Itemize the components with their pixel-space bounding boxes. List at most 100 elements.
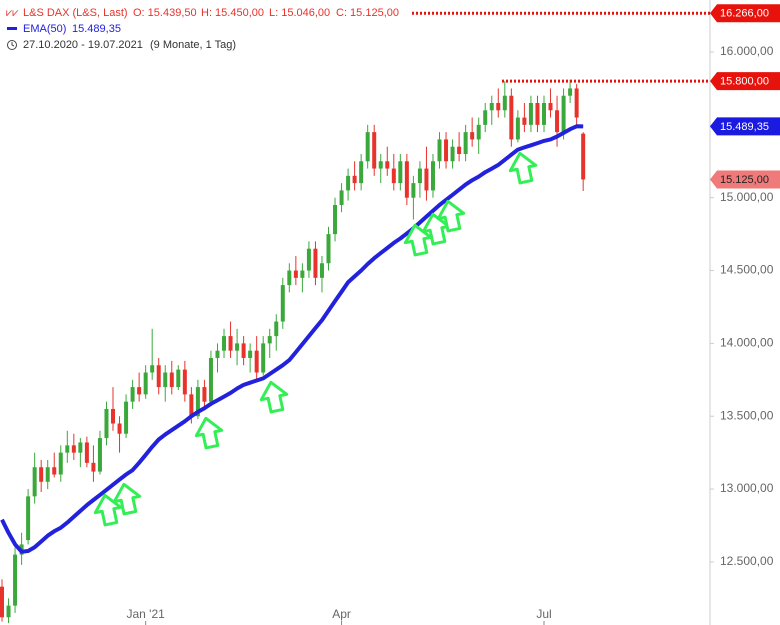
- candle-body: [150, 365, 155, 373]
- candle-body: [287, 270, 292, 286]
- candle-body: [424, 168, 429, 191]
- candle-body: [111, 408, 116, 424]
- price-tag: [710, 117, 780, 136]
- legend-high: H: 15.450,00: [201, 7, 264, 19]
- candle-body: [0, 586, 4, 618]
- candle-body: [372, 132, 377, 169]
- candle-body: [391, 168, 396, 184]
- price-tag-label: 15.489,35: [720, 121, 769, 133]
- candle-body: [489, 103, 494, 111]
- candle-body: [117, 423, 122, 434]
- candle-body: [326, 234, 331, 264]
- candle-body: [280, 285, 285, 322]
- candle-body: [241, 343, 246, 358]
- x-tick-label: Apr: [332, 607, 351, 621]
- price-tag-label: 15.800,00: [720, 76, 769, 88]
- y-tick-label: 14.000,00: [720, 336, 774, 350]
- candle-body: [84, 442, 89, 463]
- candle-body: [202, 387, 207, 402]
- candle-body: [267, 336, 272, 344]
- candle-body: [535, 103, 540, 125]
- candle-body: [483, 110, 488, 125]
- y-tick-label: 13.500,00: [720, 408, 774, 422]
- candle-body: [346, 175, 351, 191]
- candle-body: [300, 270, 305, 278]
- candle-body: [541, 103, 546, 125]
- candle-body: [97, 438, 102, 472]
- candle-body: [365, 132, 370, 162]
- legend: ⩗⩗ L&S DAX (L&S, Last) O: 15.439,50 H: 1…: [6, 7, 399, 51]
- candle-body: [6, 605, 11, 618]
- candle-body: [417, 168, 422, 184]
- price-tag-label: 15.125,00: [720, 174, 769, 186]
- candle-body: [163, 372, 168, 388]
- candle-body: [574, 88, 579, 118]
- candle-body: [293, 270, 298, 278]
- candle-body: [189, 394, 194, 417]
- y-tick-label: 14.500,00: [720, 263, 774, 277]
- candle-body: [548, 103, 553, 111]
- candle-body: [437, 139, 442, 162]
- arrow: [508, 151, 538, 185]
- candle-body: [13, 554, 18, 606]
- candle-body: [581, 133, 586, 180]
- candle-body: [208, 357, 213, 402]
- candle-body: [463, 132, 468, 154]
- candle-body: [496, 103, 501, 111]
- candle-body: [528, 103, 533, 125]
- candle-body: [339, 190, 344, 205]
- candle-body: [228, 336, 233, 351]
- ema-line: [0, 124, 584, 554]
- candle-body: [261, 343, 266, 373]
- candle-body: [91, 462, 96, 472]
- candle-body: [450, 146, 455, 162]
- candle-body: [476, 124, 481, 140]
- candle-body: [444, 139, 449, 162]
- candle-body: [176, 369, 181, 388]
- candle-body: [254, 350, 259, 373]
- arrow: [259, 380, 289, 414]
- candle-body: [39, 467, 44, 482]
- candle-body: [137, 387, 142, 395]
- candle-body: [235, 343, 240, 351]
- candle-body: [130, 387, 135, 402]
- candle-body: [306, 248, 311, 271]
- candle-body: [248, 350, 253, 358]
- candle-body: [378, 161, 383, 169]
- candle-body: [359, 161, 364, 184]
- legend-swatch: [7, 27, 17, 30]
- price-tag-label: 16.266,00: [720, 8, 769, 20]
- candle-body: [65, 445, 70, 453]
- candle-body: [515, 117, 520, 140]
- candle-body: [313, 248, 318, 278]
- clock-hand: [11, 42, 15, 47]
- x-tick-label: Jul: [536, 607, 551, 621]
- candle-body: [143, 372, 148, 395]
- candle-body: [182, 369, 187, 395]
- candle-body: [555, 110, 560, 133]
- candle-body: [522, 117, 527, 125]
- candle-body: [45, 467, 50, 482]
- y-tick-label: 12.500,00: [720, 554, 774, 568]
- candle-body: [26, 496, 31, 541]
- legend-period: 27.10.2020 - 19.07.2021: [23, 39, 143, 51]
- candle-body: [58, 452, 63, 475]
- candle-body: [52, 467, 57, 475]
- legend-low: L: 15.046,00: [269, 7, 330, 19]
- price-tag: [710, 170, 780, 189]
- candle-body: [509, 95, 514, 140]
- candle-body: [398, 161, 403, 184]
- candle-body: [502, 95, 507, 111]
- candle-body: [404, 161, 409, 198]
- legend-icon: ⩗⩗: [6, 7, 19, 19]
- price-tag: [710, 4, 780, 23]
- y-tick-label: 13.000,00: [720, 481, 774, 495]
- legend-title: L&S DAX (L&S, Last): [23, 7, 128, 19]
- legend-ema: EMA(50): [23, 23, 66, 35]
- candle-body: [568, 88, 573, 96]
- candle-body: [561, 95, 566, 133]
- x-tick-label: Jan '21: [126, 607, 165, 621]
- y-tick-label: 16.000,00: [720, 44, 774, 58]
- candle-body: [124, 401, 129, 434]
- candle-body: [333, 204, 338, 235]
